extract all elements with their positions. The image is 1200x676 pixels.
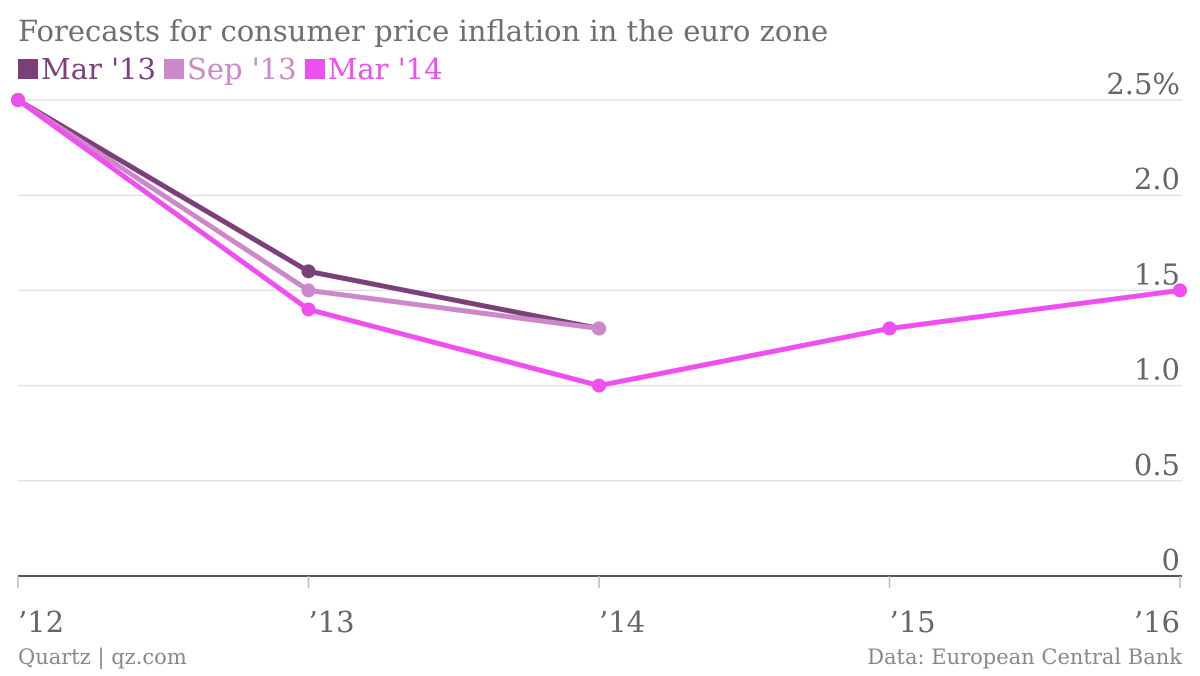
chart-title: Forecasts for consumer price inflation i… (18, 14, 829, 48)
legend-label-mar-14: Mar '14 (327, 52, 443, 86)
x-tick-label: ’15 (890, 605, 936, 639)
legend-item-sep-13: Sep '13 (163, 52, 297, 86)
data-point (301, 302, 316, 317)
y-tick-label: 1.0 (1134, 353, 1180, 387)
data-point (11, 93, 25, 107)
y-tick-label: 2.0 (1134, 162, 1180, 196)
legend-swatch-mar-14 (304, 59, 325, 79)
data-source: Data: European Central Bank (867, 645, 1182, 669)
data-point (301, 264, 316, 279)
x-tick-label: ’13 (309, 605, 355, 639)
legend-item-mar-13: Mar '13 (18, 52, 156, 86)
y-tick-label: 0.5 (1134, 448, 1180, 482)
data-point (301, 283, 316, 298)
x-tick-label: ’12 (18, 605, 64, 639)
y-tick-label: 0 (1162, 543, 1180, 577)
legend-item-mar-14: Mar '14 (304, 52, 443, 86)
legend: Mar '13 Sep '13 Mar '14 (18, 52, 443, 86)
source-credit: Quartz | qz.com (18, 645, 187, 669)
y-tick-label: 1.5 (1134, 257, 1180, 291)
legend-label-sep-13: Sep '13 (186, 52, 297, 86)
data-point (592, 378, 606, 393)
data-point (882, 321, 897, 336)
x-tick-label: ’16 (1134, 605, 1180, 639)
data-point (592, 321, 606, 336)
series-line (15, 97, 1183, 389)
legend-swatch-mar-13 (18, 59, 38, 79)
legend-label-mar-13: Mar '13 (41, 52, 156, 86)
y-tick-label: 2.5% (1106, 67, 1180, 101)
data-point (1173, 283, 1187, 298)
legend-swatch-sep-13 (163, 59, 184, 79)
x-tick-label: ’14 (599, 605, 645, 639)
